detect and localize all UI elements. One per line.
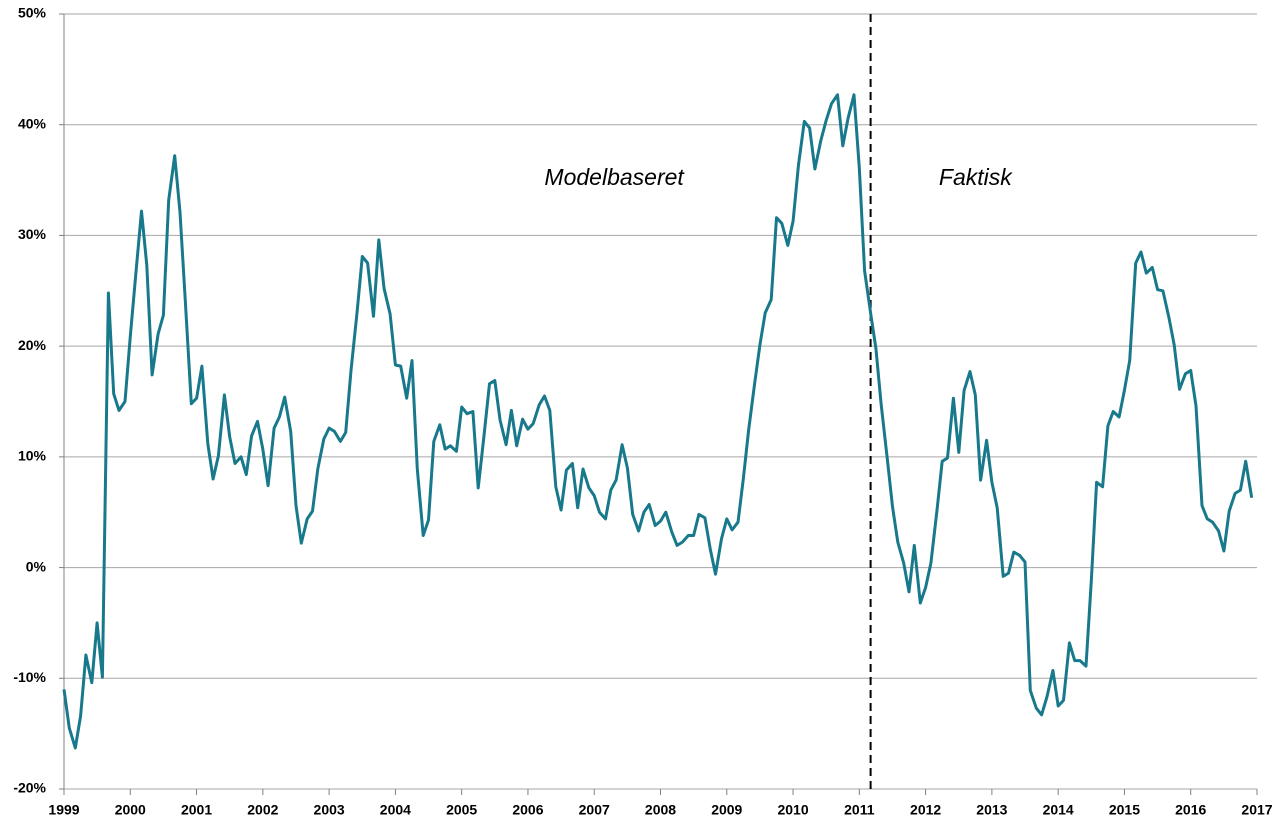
x-tick-label: 2001 — [181, 802, 212, 818]
x-tick-label: 2012 — [910, 802, 941, 818]
data-line — [62, 93, 1254, 750]
y-tick-label: 40% — [18, 115, 47, 131]
y-tick-label: -20% — [13, 780, 46, 796]
x-tick-label: 2004 — [380, 802, 411, 818]
x-tick-label: 2014 — [1043, 802, 1074, 818]
x-tick-label: 2008 — [645, 802, 676, 818]
x-tick-label: 2005 — [446, 802, 477, 818]
x-tick-label: 2017 — [1241, 802, 1272, 818]
y-tick-label: 0% — [26, 558, 47, 574]
y-tick-label: 50% — [18, 5, 47, 21]
x-tick-label: 1999 — [48, 802, 79, 818]
x-tick-label: 2015 — [1109, 802, 1140, 818]
y-tick-label: 10% — [18, 448, 47, 464]
x-tick-label: 2016 — [1175, 802, 1206, 818]
annotation: Faktisk — [939, 164, 1013, 190]
x-tick-label: 2010 — [777, 802, 808, 818]
x-tick-label: 2013 — [976, 802, 1007, 818]
x-tick-label: 2007 — [579, 802, 610, 818]
x-tick-label: 2009 — [711, 802, 742, 818]
x-tick-label: 2003 — [314, 802, 345, 818]
x-tick-label: 2006 — [512, 802, 543, 818]
y-tick-label: 20% — [18, 337, 47, 353]
y-tick-label: 30% — [18, 226, 47, 242]
x-tick-label: 2000 — [115, 802, 146, 818]
x-tick-label: 2002 — [247, 802, 278, 818]
y-tick-label: -10% — [13, 669, 46, 685]
annotation: Modelbaseret — [544, 164, 685, 190]
x-tick-label: 2011 — [844, 802, 875, 818]
